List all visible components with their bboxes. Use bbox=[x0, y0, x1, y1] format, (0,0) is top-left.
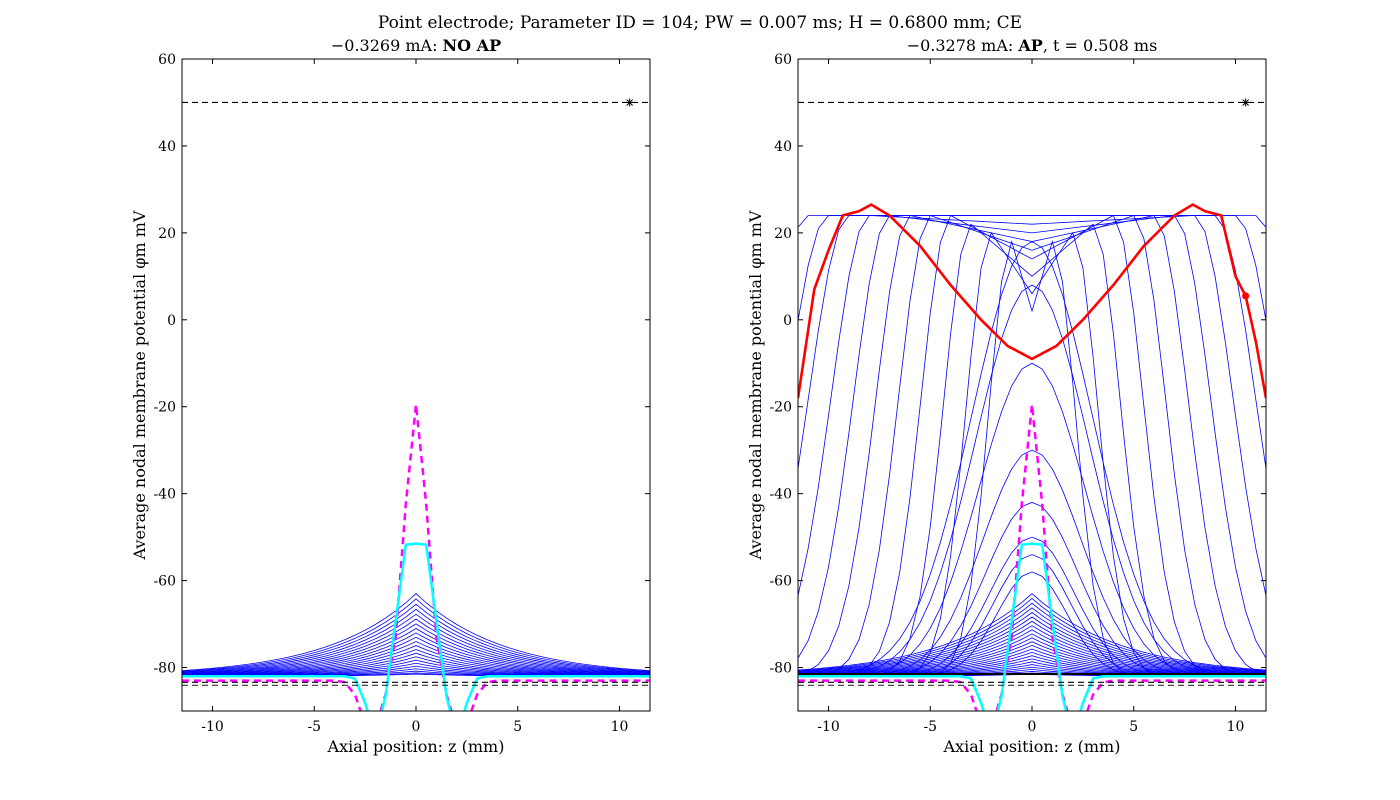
series-line-blue bbox=[798, 215, 1266, 321]
series-line-blue bbox=[798, 554, 1266, 677]
series-line-blue bbox=[182, 645, 650, 676]
axes-box bbox=[797, 58, 1267, 712]
series-line-blue bbox=[182, 656, 650, 677]
chart-panel-right: −0.3278 mA: AP, t = 0.508 ms Axial posit… bbox=[746, 36, 1267, 756]
panel-title-bold: AP bbox=[1017, 36, 1042, 55]
series-line-blue bbox=[182, 628, 650, 675]
series-line-blue bbox=[798, 501, 1266, 677]
y-axis-label: Average nodal membrane potential φm mV bbox=[746, 210, 765, 560]
series-line-blue bbox=[798, 625, 1266, 675]
series-line-blue bbox=[182, 632, 650, 675]
series-line-blue bbox=[798, 637, 1266, 675]
series-line-blue bbox=[798, 633, 1266, 675]
series-line-blue bbox=[798, 284, 1266, 677]
star-marker bbox=[1241, 98, 1250, 107]
panel-title: −0.3269 mA: NO AP bbox=[331, 36, 501, 55]
y-axis-label: Average nodal membrane potential φm mV bbox=[130, 210, 149, 560]
panel-title: −0.3278 mA: AP, t = 0.508 ms bbox=[907, 36, 1158, 55]
y-tick-label: 60 bbox=[774, 52, 792, 68]
panel-title-prefix: −0.3269 mA: bbox=[331, 36, 443, 55]
y-tick-label: 60 bbox=[158, 52, 176, 68]
series-line-blue bbox=[798, 612, 1266, 673]
y-tick-label: -40 bbox=[769, 487, 792, 503]
series-line-blue bbox=[798, 215, 1266, 675]
series-line-blue bbox=[798, 215, 1266, 596]
series-line-blue bbox=[182, 652, 650, 676]
y-tick-label: 20 bbox=[158, 226, 176, 242]
series-line-blue bbox=[798, 214, 1266, 677]
series-line-blue bbox=[798, 231, 1266, 677]
y-tick-label: 20 bbox=[774, 226, 792, 242]
series-line-blue bbox=[182, 623, 650, 675]
plot-area bbox=[182, 98, 650, 711]
axes-box bbox=[181, 58, 651, 712]
panel-title-bold: NO AP bbox=[443, 36, 502, 55]
y-tick-label: 0 bbox=[167, 313, 176, 329]
plot-area bbox=[798, 98, 1266, 711]
y-tick-label: -60 bbox=[769, 574, 792, 590]
series-line-cyan bbox=[182, 542, 650, 711]
series-line-magenta-dashed bbox=[798, 404, 1266, 711]
x-tick-label: -5 bbox=[307, 719, 321, 735]
y-tick-label: 40 bbox=[158, 139, 176, 155]
series-line-blue bbox=[798, 449, 1266, 677]
series-line-blue bbox=[182, 636, 650, 676]
series-line-blue bbox=[182, 641, 650, 676]
series-line-blue bbox=[798, 214, 1266, 677]
y-tick-label: -80 bbox=[153, 661, 176, 677]
series-line-blue bbox=[182, 613, 650, 674]
series-line-blue bbox=[798, 215, 1266, 469]
series-line-blue bbox=[182, 593, 650, 671]
y-tick-label: 0 bbox=[783, 313, 792, 329]
x-tick-label: 0 bbox=[1028, 719, 1037, 735]
series-line-blue bbox=[182, 618, 650, 674]
series-line-blue bbox=[798, 362, 1266, 677]
y-tick-label: 40 bbox=[774, 139, 792, 155]
panel-title-prefix: −0.3278 mA: bbox=[907, 36, 1019, 55]
series-line-blue bbox=[798, 215, 1266, 659]
chart-panel-left: −0.3269 mA: NO AP Axial position: z (mm)… bbox=[130, 36, 651, 756]
series-line-blue bbox=[182, 649, 650, 676]
y-tick-label: -80 bbox=[769, 661, 792, 677]
series-line-red bbox=[798, 203, 1266, 399]
red-marker bbox=[1242, 292, 1250, 300]
x-tick-label: -10 bbox=[201, 719, 224, 735]
series-line-blue bbox=[798, 629, 1266, 675]
x-tick-label: 5 bbox=[1129, 719, 1138, 735]
series-line-blue bbox=[798, 597, 1266, 672]
x-tick-label: -10 bbox=[817, 719, 840, 735]
figure-suptitle: Point electrode; Parameter ID = 104; PW … bbox=[378, 13, 1022, 33]
x-tick-label: 5 bbox=[513, 719, 522, 735]
series-line-blue bbox=[182, 598, 650, 672]
series-line-blue bbox=[798, 571, 1266, 677]
y-tick-label: -20 bbox=[153, 400, 176, 416]
x-tick-label: -5 bbox=[923, 719, 937, 735]
series-line-blue bbox=[798, 602, 1266, 672]
series-line-blue bbox=[182, 608, 650, 673]
series-line-magenta-dashed bbox=[182, 404, 650, 711]
star-marker bbox=[625, 98, 634, 107]
x-tick-label: 10 bbox=[611, 719, 629, 735]
panel-title-suffix: , t = 0.508 ms bbox=[1043, 36, 1157, 55]
x-tick-label: 0 bbox=[412, 719, 421, 735]
y-tick-label: -60 bbox=[153, 574, 176, 590]
series-line-blue bbox=[798, 607, 1266, 673]
x-axis-label: Axial position: z (mm) bbox=[327, 737, 505, 756]
x-axis-label: Axial position: z (mm) bbox=[943, 737, 1121, 756]
series-line-blue bbox=[798, 620, 1266, 674]
series-line-blue bbox=[182, 603, 650, 673]
y-tick-label: -40 bbox=[153, 487, 176, 503]
series-line-blue bbox=[798, 644, 1266, 676]
series-line-blue bbox=[798, 616, 1266, 674]
x-tick-label: 10 bbox=[1227, 719, 1245, 735]
y-tick-label: -20 bbox=[769, 400, 792, 416]
series-line-blue bbox=[798, 215, 1266, 228]
series-line-cyan bbox=[798, 542, 1266, 711]
